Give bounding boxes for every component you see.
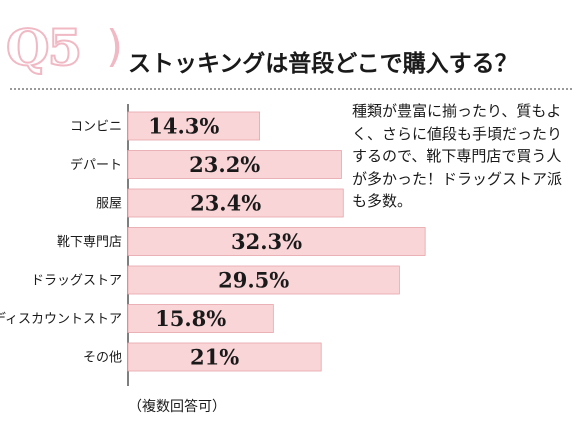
value-label-5: 15.8% bbox=[155, 306, 226, 331]
bar-1 bbox=[127, 150, 342, 179]
value-label-2: 23.4% bbox=[190, 191, 261, 216]
category-label-3: 靴下専門店 bbox=[57, 235, 122, 250]
question-number-badge: Q5 bbox=[5, 17, 83, 78]
value-label-6: 21% bbox=[190, 345, 239, 370]
category-label-5: ディスカウントストア bbox=[0, 311, 122, 327]
category-label-1: デパート bbox=[70, 157, 122, 173]
question-title: ストッキングは普段どこで購入する？ bbox=[128, 51, 518, 77]
value-label-1: 23.2% bbox=[189, 152, 260, 177]
bar-2 bbox=[127, 188, 344, 218]
bar-3 bbox=[127, 227, 426, 256]
category-label-0: コンビニ bbox=[70, 120, 122, 135]
value-label-4: 29.5% bbox=[218, 268, 289, 293]
value-label-3: 32.3% bbox=[231, 229, 302, 254]
bar-4 bbox=[127, 265, 400, 295]
bar-6 bbox=[127, 342, 322, 372]
value-label-0: 14.3% bbox=[148, 114, 219, 139]
category-label-6: その他 bbox=[83, 351, 122, 366]
bar-0 bbox=[127, 111, 260, 141]
footnote: （複数回答可） bbox=[128, 399, 226, 415]
bar-group: コンビニ 14.3% デパート 23.2% 服屋 23.4% 靴下専門店 32.3% ドラッグス… bbox=[0, 111, 426, 372]
bar-5 bbox=[127, 304, 274, 333]
question-badge-paren: ) bbox=[106, 21, 124, 72]
dotted-divider bbox=[10, 88, 572, 90]
commentary-note: 種類が豊富に揃ったり、質もよく、さらに値段も手頃だったりするので、靴下専門店で買… bbox=[352, 102, 563, 210]
category-label-4: ドラッグストア bbox=[31, 274, 122, 289]
category-label-2: 服屋 bbox=[96, 197, 122, 212]
